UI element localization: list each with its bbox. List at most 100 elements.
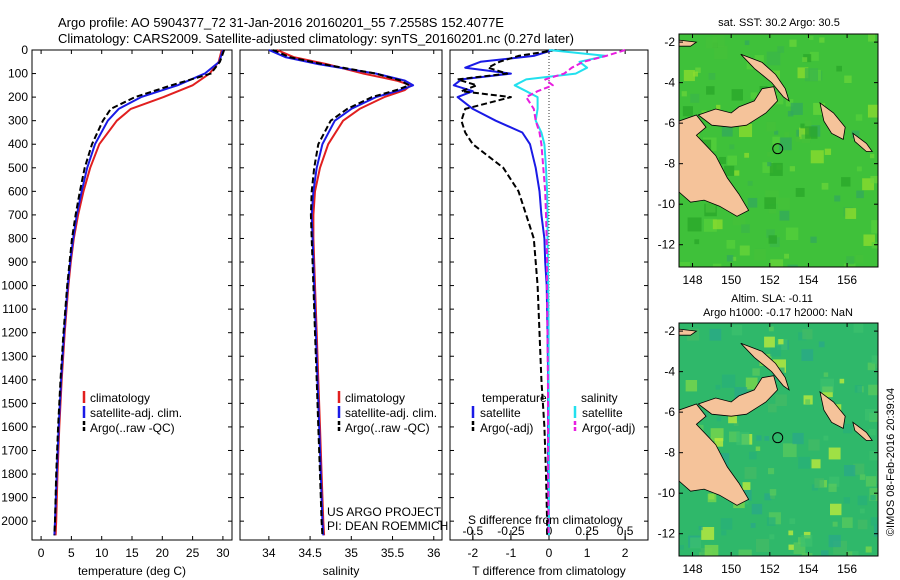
sea-texture-cell [869, 488, 878, 502]
sea-texture-cell [681, 91, 687, 97]
sea-texture-cell [762, 162, 774, 173]
x-tick-label: 1 [584, 546, 591, 560]
sea-texture-cell [718, 156, 726, 165]
sea-texture-cell [776, 339, 788, 350]
y-tick-label: 1200 [1, 326, 28, 340]
s-tick-label: -0.25 [497, 524, 525, 538]
sea-texture-cell [715, 384, 721, 390]
lat-tick-label: -10 [658, 486, 676, 500]
sea-texture-cell [679, 261, 690, 267]
legend-label: Argo(-adj) [582, 421, 635, 435]
salinity-panel: 34 34.5 35 35.5 36 salinity climatology sate… [239, 49, 448, 578]
sea-texture-cell [769, 489, 777, 496]
sst-map-ticks: 148 150 152 154 156 -2 -4 -6 -8 -10 -12 [658, 34, 878, 287]
sea-texture-cell [731, 89, 743, 101]
sea-texture-cell [843, 497, 851, 504]
y-tick-label: 400 [8, 137, 28, 151]
x-tick-label: 36 [427, 546, 441, 560]
sea-texture-cell [854, 385, 863, 393]
sea-texture-cell [754, 55, 764, 65]
sea-texture-cell [714, 438, 724, 447]
sea-texture-cell [795, 136, 801, 142]
sea-texture-cell [716, 416, 722, 422]
credit-line1: US ARGO PROJECT [327, 505, 442, 519]
x-tick-label: 20 [156, 546, 170, 560]
sea-texture-cell [865, 408, 877, 421]
sea-texture-cell [832, 521, 838, 527]
sea-texture-cell [764, 336, 775, 348]
sea-texture-cell [750, 523, 756, 528]
lon-tick-label: 154 [798, 562, 818, 576]
sea-texture-cell [709, 328, 722, 341]
sla-map-title2: Argo h1000: -0.17 h2000: NaN [703, 307, 853, 319]
sea-texture-cell [787, 264, 798, 267]
lat-tick-label: -12 [658, 238, 676, 252]
sea-texture-cell [801, 349, 814, 361]
sea-texture-cell [869, 153, 875, 159]
lon-tick-label: 152 [760, 273, 780, 287]
land-mass [819, 101, 846, 141]
sea-texture-cell [820, 378, 835, 393]
y-tick-label: 1800 [1, 467, 28, 481]
sea-texture-cell [766, 517, 776, 526]
sea-texture-cell [856, 190, 864, 199]
land-mass [852, 132, 873, 152]
legend-title-temperature: temperature [482, 391, 547, 405]
sea-texture-cell [745, 377, 758, 390]
sea-texture-cell [756, 435, 762, 441]
series-line-black [272, 49, 410, 536]
sea-texture-cell [721, 530, 727, 536]
sea-texture-cell [728, 431, 740, 443]
y-tick-label: 1100 [2, 302, 28, 316]
sea-texture-cell [770, 259, 784, 267]
sea-texture-cell [814, 478, 825, 488]
y-tick-label: 1300 [1, 349, 28, 363]
sea-texture-cell [810, 150, 824, 164]
sea-texture-cell [870, 495, 876, 501]
sea-texture-cell [876, 470, 878, 485]
x-tick-label: 25 [186, 546, 200, 560]
sea-texture-cell [857, 519, 868, 530]
sea-texture-cell [690, 537, 702, 549]
sea-texture-cell [843, 263, 856, 267]
sea-texture-cell [853, 463, 865, 475]
temperature-lines [53, 49, 226, 536]
sea-texture-cell [721, 374, 736, 388]
sea-texture-cell [809, 35, 814, 40]
x-tick-label: -1 [506, 546, 517, 560]
land-mass [679, 39, 698, 47]
y-tick-label: 0 [21, 43, 28, 57]
sea-texture-cell [800, 123, 806, 129]
lat-tick-label: -6 [664, 405, 675, 419]
sst-map-title: sat. SST: 30.2 Argo: 30.5 [718, 17, 840, 29]
sea-texture-cell [870, 175, 878, 184]
lon-tick-label: 150 [721, 273, 741, 287]
sea-texture-cell [679, 544, 684, 550]
lat-tick-label: -12 [658, 527, 676, 541]
y-tick-label: 600 [8, 184, 28, 198]
lat-tick-label: -4 [664, 76, 675, 90]
sea-texture-cell [748, 451, 757, 460]
sea-texture-cell [682, 106, 693, 117]
y-tick-label: 500 [8, 161, 28, 175]
sea-texture-cell [751, 503, 763, 515]
y-tick-label: 1400 [1, 373, 28, 387]
sea-texture-cell [764, 436, 770, 441]
float-position-marker [772, 143, 784, 155]
sea-texture-cell [733, 421, 739, 427]
sea-texture-cell [824, 148, 832, 155]
sea-texture-cell [876, 554, 878, 556]
sea-texture-cell [845, 208, 857, 219]
x-tick-label: 15 [125, 546, 139, 560]
lat-tick-label: -6 [664, 116, 675, 130]
x-tick-label: 34.5 [298, 546, 322, 560]
sea-texture-cell [766, 121, 776, 132]
difference-lines [452, 49, 626, 536]
sea-texture-cell [830, 503, 842, 516]
land-mass [740, 53, 790, 102]
legend-label: climatology [345, 391, 405, 405]
sea-texture-cell [869, 450, 878, 461]
sea-texture-cell [819, 37, 825, 43]
float-position-marker [772, 432, 784, 444]
sea-texture-cell [863, 234, 875, 246]
